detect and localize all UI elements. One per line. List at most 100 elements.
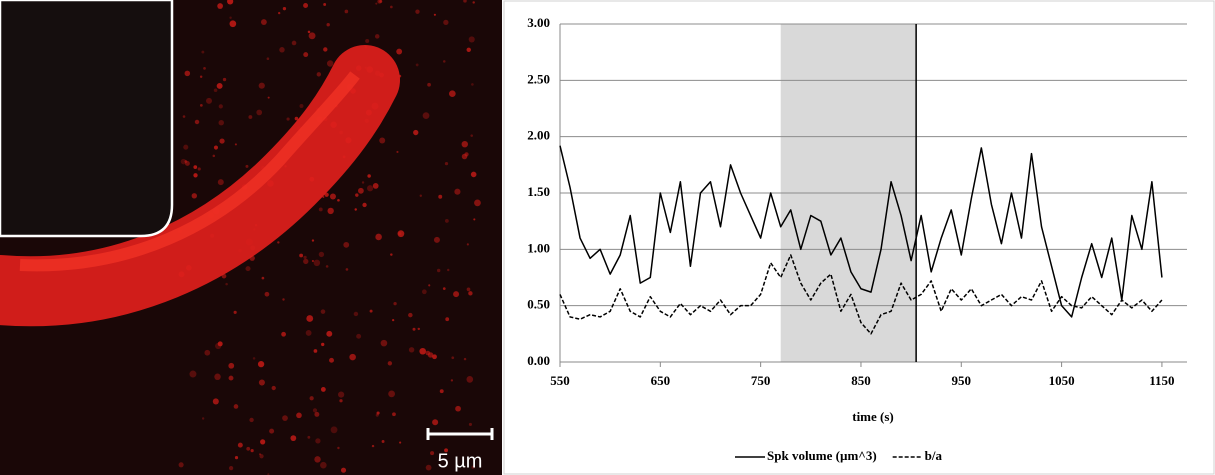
particle [375,233,382,241]
red-particles [177,0,481,475]
particle [381,439,385,443]
particle [349,353,356,361]
particle [189,370,197,378]
particle [218,119,224,126]
particle [432,419,439,426]
particle [448,90,456,98]
x-tick-label: 550 [550,373,570,388]
particle [234,143,237,146]
particle [369,309,373,313]
particle [443,19,449,26]
particle [213,145,219,150]
particle [234,456,239,460]
particle [245,266,251,272]
particle [397,230,405,238]
particle [314,411,320,417]
particle [337,446,340,450]
particle [355,193,359,197]
particle [267,96,270,99]
x-tick-label: 1150 [1149,373,1174,388]
particle [451,356,455,360]
chart: time (s) 0.00 0.50 1.00 1.50 2.00 2.50 3.00 550… [527,15,1187,463]
particle [212,154,216,158]
particle [322,195,325,198]
particle [471,465,475,469]
particle [258,82,265,89]
y-tick-label: 0.00 [527,353,550,368]
particle [463,0,467,3]
particle [309,396,314,401]
particle [393,301,397,306]
particle [257,361,265,368]
x-tick-label: 650 [651,373,671,388]
particle [184,160,188,163]
particle [396,150,399,154]
particle [217,179,224,186]
particle [201,50,205,54]
particle [178,462,184,468]
particle [323,47,328,52]
particle [191,193,197,199]
particle [408,347,415,353]
particle [316,72,322,77]
particle [205,97,212,104]
particle [367,174,371,178]
particle [470,134,473,137]
particle [233,310,237,314]
particle [194,119,200,125]
particle [326,60,334,67]
particle [356,333,362,339]
particle [380,339,388,347]
particle [233,404,239,409]
inset [0,0,174,238]
particle [237,442,243,448]
particle [218,104,223,109]
particle [345,268,349,271]
particle [217,3,223,9]
particle [282,298,285,301]
particle [256,109,263,116]
particle [259,454,264,459]
particle [329,193,336,200]
particle [219,138,225,144]
particle [361,181,365,184]
particle [313,259,321,267]
particle [376,411,380,415]
particle [433,236,440,243]
particle [180,158,187,165]
particle [227,0,234,5]
particle [362,202,367,208]
particle [417,327,421,331]
particle [387,361,393,366]
cell-body [0,45,400,327]
legend-label: Spk volume (µm^3) [767,448,877,463]
particle [379,137,386,144]
particle [303,255,307,259]
particle [249,417,254,423]
particle [375,2,378,5]
particle [303,52,309,58]
particle [201,417,205,420]
particle [264,291,270,297]
particle [442,60,446,63]
particle [291,40,297,46]
y-tick-label: 1.00 [527,240,550,255]
particle [388,390,396,398]
particle [447,268,450,272]
particle [357,187,364,194]
particle [474,199,481,207]
particle [203,66,206,70]
particle [314,456,321,463]
particle [425,464,432,471]
particle [199,75,203,78]
x-axis-title: time (s) [852,409,894,424]
particle [315,438,321,444]
y-tick-label: 3.00 [527,15,550,30]
particle [312,408,318,413]
particle [340,467,347,473]
particle [421,289,427,295]
particle [374,34,380,39]
particle [372,183,379,189]
particle [327,207,334,215]
